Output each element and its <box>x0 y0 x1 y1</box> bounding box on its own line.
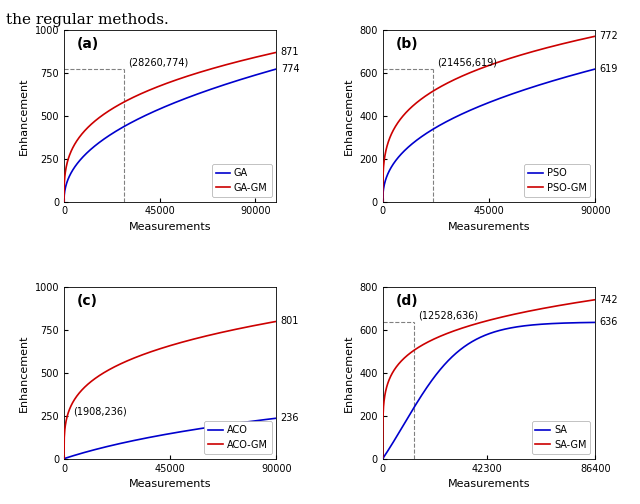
Legend: PSO, PSO-GM: PSO, PSO-GM <box>524 164 590 197</box>
Y-axis label: Enhancement: Enhancement <box>344 77 354 155</box>
Y-axis label: Enhancement: Enhancement <box>344 334 354 412</box>
Text: 742: 742 <box>600 295 618 305</box>
Text: (21456,619): (21456,619) <box>438 57 498 68</box>
Text: 636: 636 <box>600 318 618 328</box>
Y-axis label: Enhancement: Enhancement <box>19 77 29 155</box>
Legend: ACO, ACO-GM: ACO, ACO-GM <box>204 421 271 454</box>
Text: (a): (a) <box>77 37 99 51</box>
Legend: SA, SA-GM: SA, SA-GM <box>532 421 590 454</box>
Text: 774: 774 <box>281 64 300 74</box>
Text: (c): (c) <box>77 294 98 308</box>
Text: 801: 801 <box>281 317 299 327</box>
X-axis label: Measurements: Measurements <box>448 479 530 489</box>
X-axis label: Measurements: Measurements <box>129 222 211 232</box>
Text: 236: 236 <box>281 413 300 423</box>
Text: (12528,636): (12528,636) <box>418 311 478 321</box>
Text: 871: 871 <box>281 47 300 57</box>
Text: (d): (d) <box>396 294 418 308</box>
Text: (b): (b) <box>396 37 418 51</box>
Text: the regular methods.: the regular methods. <box>6 13 169 27</box>
X-axis label: Measurements: Measurements <box>448 222 530 232</box>
Legend: GA, GA-GM: GA, GA-GM <box>212 164 271 197</box>
X-axis label: Measurements: Measurements <box>129 479 211 489</box>
Text: (28260,774): (28260,774) <box>128 57 189 68</box>
Text: (1908,236): (1908,236) <box>73 407 127 417</box>
Text: 619: 619 <box>600 64 618 74</box>
Text: 772: 772 <box>600 31 618 41</box>
Y-axis label: Enhancement: Enhancement <box>19 334 29 412</box>
